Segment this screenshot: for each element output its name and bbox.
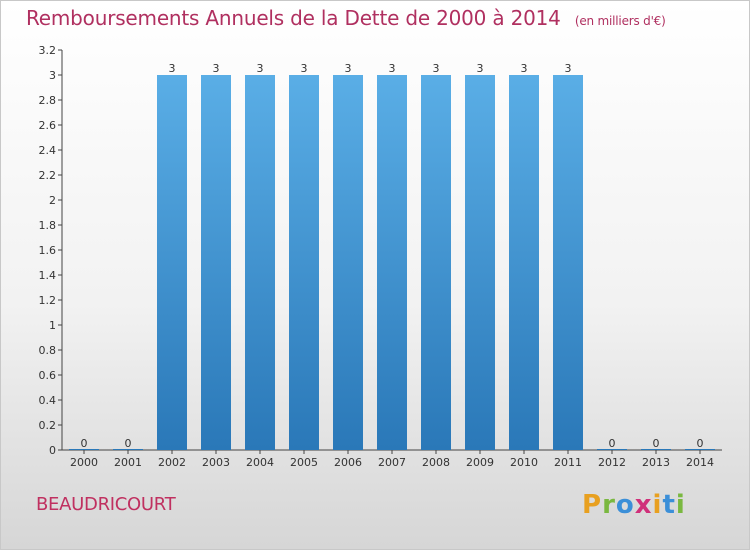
value-label: 3 (389, 62, 396, 75)
y-tick-label: 0.6 (39, 369, 57, 382)
x-tick-label: 2000 (70, 456, 98, 469)
value-label: 3 (565, 62, 572, 75)
y-tick-label: 2.8 (39, 94, 57, 107)
value-label: 3 (213, 62, 220, 75)
x-tick-label: 2006 (334, 456, 362, 469)
value-label: 3 (169, 62, 176, 75)
value-label: 0 (609, 437, 616, 450)
bar (377, 75, 407, 450)
x-tick-label: 2014 (686, 456, 714, 469)
x-tick-label: 2004 (246, 456, 274, 469)
bar (289, 75, 319, 450)
x-tick-label: 2009 (466, 456, 494, 469)
x-tick-label: 2003 (202, 456, 230, 469)
proxiti-logo: Proxiti (582, 490, 686, 520)
y-tick-label: 0 (49, 444, 56, 457)
bar (245, 75, 275, 450)
x-tick-label: 2008 (422, 456, 450, 469)
value-label: 3 (257, 62, 264, 75)
value-label: 3 (477, 62, 484, 75)
y-tick-label: 1.8 (39, 219, 57, 232)
value-label: 0 (697, 437, 704, 450)
x-tick-label: 2013 (642, 456, 670, 469)
value-label: 0 (653, 437, 660, 450)
bar (201, 75, 231, 450)
y-tick-label: 1 (49, 319, 56, 332)
value-label: 3 (433, 62, 440, 75)
y-tick-label: 1.2 (39, 294, 57, 307)
x-tick-label: 2001 (114, 456, 142, 469)
y-tick-label: 0.4 (39, 394, 57, 407)
y-tick-label: 2 (49, 194, 56, 207)
bar (421, 75, 451, 450)
bar (157, 75, 187, 450)
value-label: 0 (81, 437, 88, 450)
x-tick-label: 2007 (378, 456, 406, 469)
y-tick-label: 0.2 (39, 419, 57, 432)
y-tick-label: 0.8 (39, 344, 57, 357)
bar (509, 75, 539, 450)
bar (553, 75, 583, 450)
value-label: 3 (345, 62, 352, 75)
y-tick-label: 2.2 (39, 169, 57, 182)
y-tick-label: 2.4 (39, 144, 57, 157)
value-label: 3 (521, 62, 528, 75)
x-tick-label: 2011 (554, 456, 582, 469)
y-tick-label: 3.2 (39, 44, 57, 57)
x-tick-label: 2002 (158, 456, 186, 469)
bar (333, 75, 363, 450)
x-tick-label: 2005 (290, 456, 318, 469)
y-tick-label: 1.6 (39, 244, 57, 257)
y-tick-label: 1.4 (39, 269, 57, 282)
y-tick-label: 2.6 (39, 119, 57, 132)
chart-title: Remboursements Annuels de la Dette de 20… (26, 6, 666, 30)
y-tick-label: 3 (49, 69, 56, 82)
bar (465, 75, 495, 450)
x-tick-label: 2010 (510, 456, 538, 469)
value-label: 0 (125, 437, 132, 450)
chart-unit: (en milliers d'€) (574, 14, 666, 28)
value-label: 3 (301, 62, 308, 75)
chart-title-text: Remboursements Annuels de la Dette de 20… (26, 6, 561, 30)
commune-name: BEAUDRICOURT (36, 494, 176, 515)
x-tick-label: 2012 (598, 456, 626, 469)
